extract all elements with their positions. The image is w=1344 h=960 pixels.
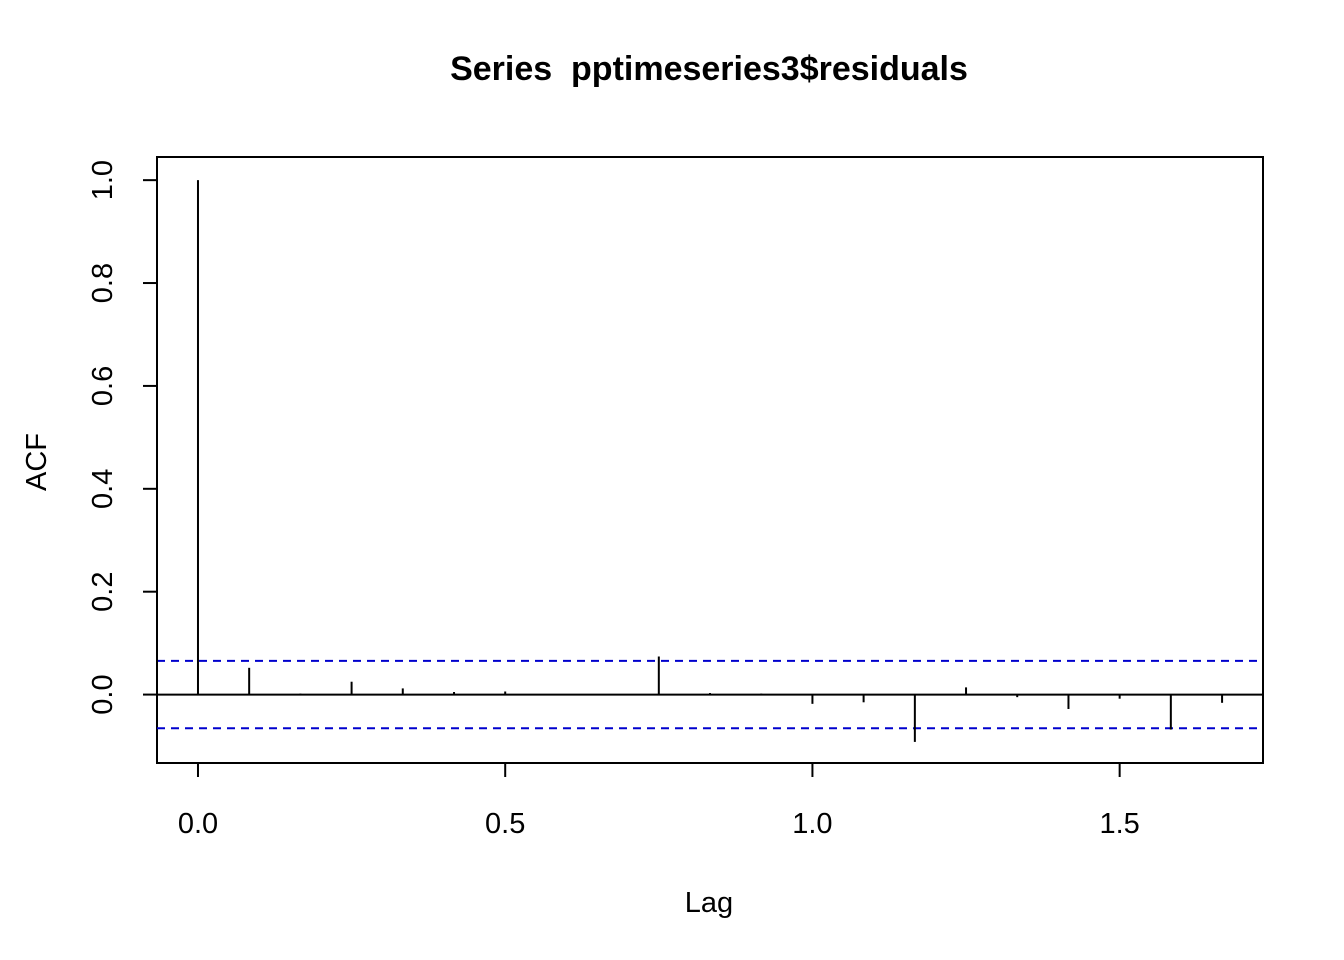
y-tick-label: 0.0 <box>87 674 119 714</box>
plot-frame <box>156 156 1264 764</box>
y-tick-label: 0.4 <box>87 469 119 509</box>
chart-title: Series pptimeseries3$residuals <box>450 50 968 88</box>
y-tick-label: 0.8 <box>87 263 119 303</box>
y-tick-label: 0.6 <box>87 366 119 406</box>
x-tick-label: 0.5 <box>485 808 525 840</box>
x-axis-label: Lag <box>685 887 733 919</box>
x-axis-spacer <box>198 763 1120 779</box>
x-tick-label: 0.0 <box>178 808 218 840</box>
x-tick-label: 1.5 <box>1099 808 1139 840</box>
x-tick-label: 1.0 <box>792 808 832 840</box>
y-axis-label: ACF <box>21 433 53 491</box>
plot-area: 0.0 0.5 1.0 1.5 0.0 0.2 0.4 0.6 0.8 1.0 <box>87 156 1264 840</box>
y-tick-label: 0.2 <box>87 572 119 612</box>
y-tick-label: 1.0 <box>87 160 119 200</box>
